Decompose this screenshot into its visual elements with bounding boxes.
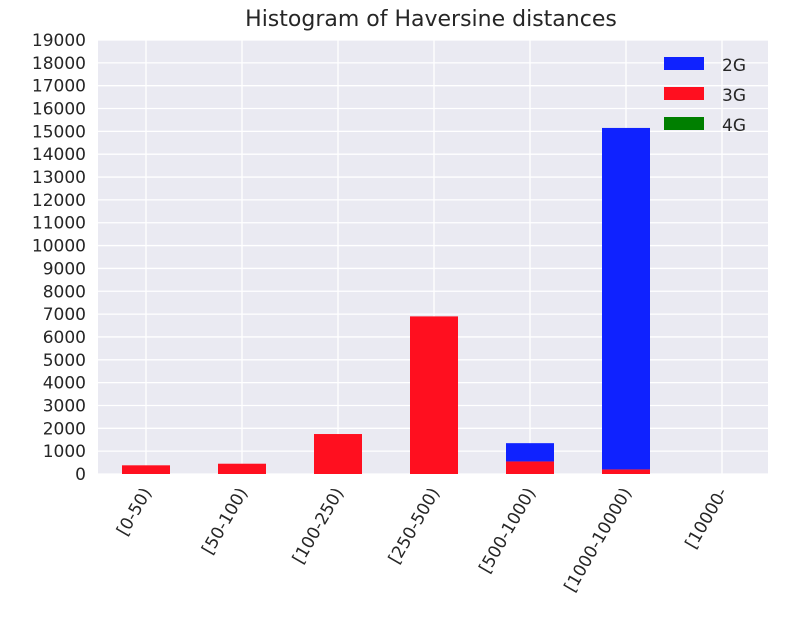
y-tick-label: 12000	[32, 191, 86, 211]
y-tick-label: 8000	[43, 282, 86, 302]
legend-swatch-2g	[664, 57, 704, 70]
bar-2g-4	[506, 443, 554, 462]
legend-swatch-4g	[664, 117, 704, 130]
x-tick-label: [10000-	[682, 485, 733, 553]
legend-label-4g: 4G	[722, 116, 746, 136]
bar-3g-0	[122, 465, 170, 474]
bar-3g-5	[602, 469, 650, 474]
y-tick-label: 18000	[32, 54, 86, 74]
bar-3g-4	[506, 461, 554, 474]
x-tick-label: [250-500)	[385, 485, 444, 568]
y-tick-label: 4000	[43, 374, 86, 394]
y-tick-label: 5000	[43, 351, 86, 371]
y-tick-label: 1000	[43, 442, 86, 462]
y-tick-label: 15000	[32, 122, 86, 142]
legend-label-2g: 2G	[722, 56, 746, 76]
x-tick-label: [1000-10000)	[561, 485, 637, 596]
x-tick-label: [500-1000)	[475, 485, 540, 577]
bar-3g-3	[410, 316, 458, 474]
legend-label-3g: 3G	[722, 86, 746, 106]
x-tick-label: [0-50)	[113, 485, 156, 540]
y-tick-label: 9000	[43, 259, 86, 279]
x-tick-label: [50-100)	[198, 485, 252, 559]
x-tick-label: [100-250)	[289, 485, 348, 568]
legend: 2G 3G 4G	[664, 56, 746, 136]
grid-lines	[98, 39, 768, 475]
y-tick-label: 0	[75, 465, 86, 485]
y-tick-label: 16000	[32, 100, 86, 120]
y-tick-label: 3000	[43, 396, 86, 416]
chart-title: Histogram of Haversine distances	[245, 7, 617, 32]
y-tick-label: 13000	[32, 168, 86, 188]
y-tick-label: 14000	[32, 145, 86, 165]
y-tick-label: 10000	[32, 237, 86, 257]
bar-3g-2	[314, 434, 362, 474]
bars	[122, 127, 650, 474]
legend-swatch-3g	[664, 87, 704, 100]
y-tick-label: 11000	[32, 214, 86, 234]
x-axis-ticks: [0-50) [50-100) [100-250) [250-500) [500-100…	[113, 485, 732, 596]
y-tick-label: 17000	[32, 77, 86, 97]
y-tick-label: 6000	[43, 328, 86, 348]
y-tick-label: 2000	[43, 419, 86, 439]
y-tick-label: 19000	[32, 31, 86, 51]
y-tick-label: 7000	[43, 305, 86, 325]
bar-2g-5	[602, 127, 650, 470]
bar-3g-1	[218, 463, 266, 474]
